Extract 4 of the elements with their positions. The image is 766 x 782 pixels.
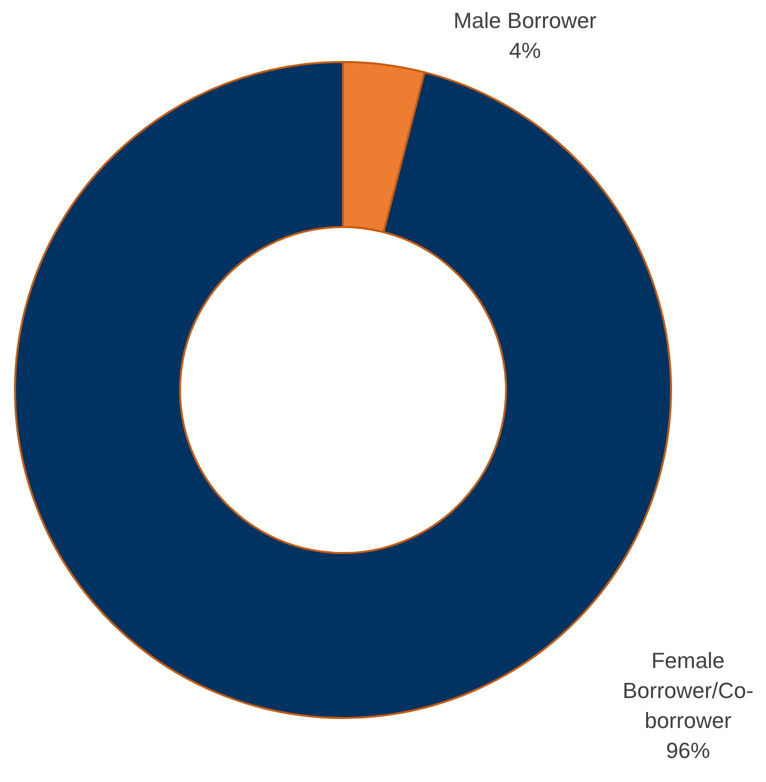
data-label: 96% (666, 738, 710, 763)
slice-label: Female Borrower/Co-borrower (622, 648, 754, 733)
slice-label: Male Borrower (453, 8, 597, 33)
data-label: 4% (509, 38, 541, 63)
